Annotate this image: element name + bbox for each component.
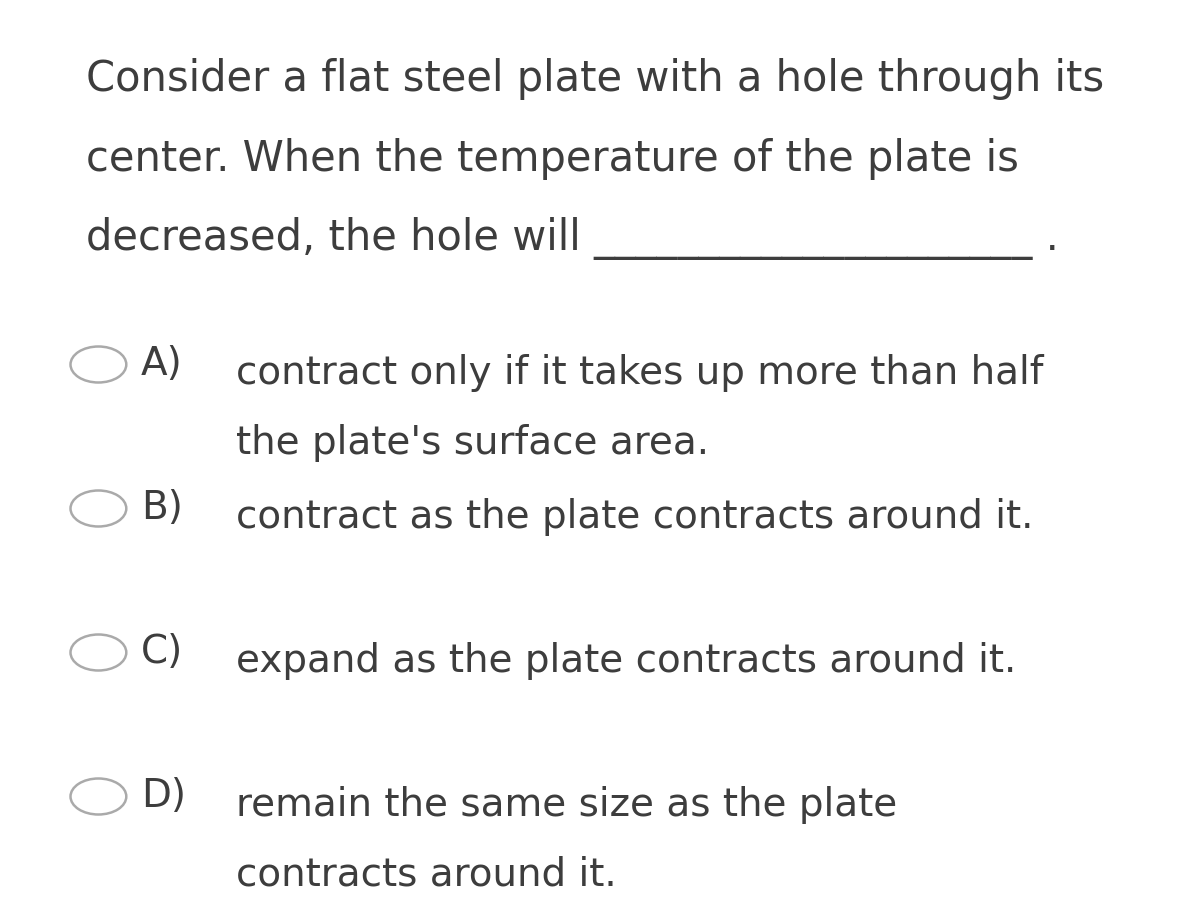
Text: expand as the plate contracts around it.: expand as the plate contracts around it. [236, 642, 1016, 680]
Text: contract only if it takes up more than half: contract only if it takes up more than h… [236, 354, 1044, 392]
Text: remain the same size as the plate: remain the same size as the plate [236, 786, 898, 824]
Text: center. When the temperature of the plate is: center. When the temperature of the plat… [86, 138, 1019, 180]
Text: the plate's surface area.: the plate's surface area. [236, 424, 709, 462]
Text: C): C) [140, 634, 182, 671]
Text: Consider a flat steel plate with a hole through its: Consider a flat steel plate with a hole … [86, 58, 1104, 101]
Text: B): B) [140, 490, 182, 527]
Text: A): A) [140, 346, 182, 383]
Text: decreased, the hole will _____________________ .: decreased, the hole will _______________… [86, 217, 1060, 260]
Text: D): D) [140, 778, 186, 815]
Text: contracts around it.: contracts around it. [236, 856, 617, 894]
Text: contract as the plate contracts around it.: contract as the plate contracts around i… [236, 498, 1034, 536]
